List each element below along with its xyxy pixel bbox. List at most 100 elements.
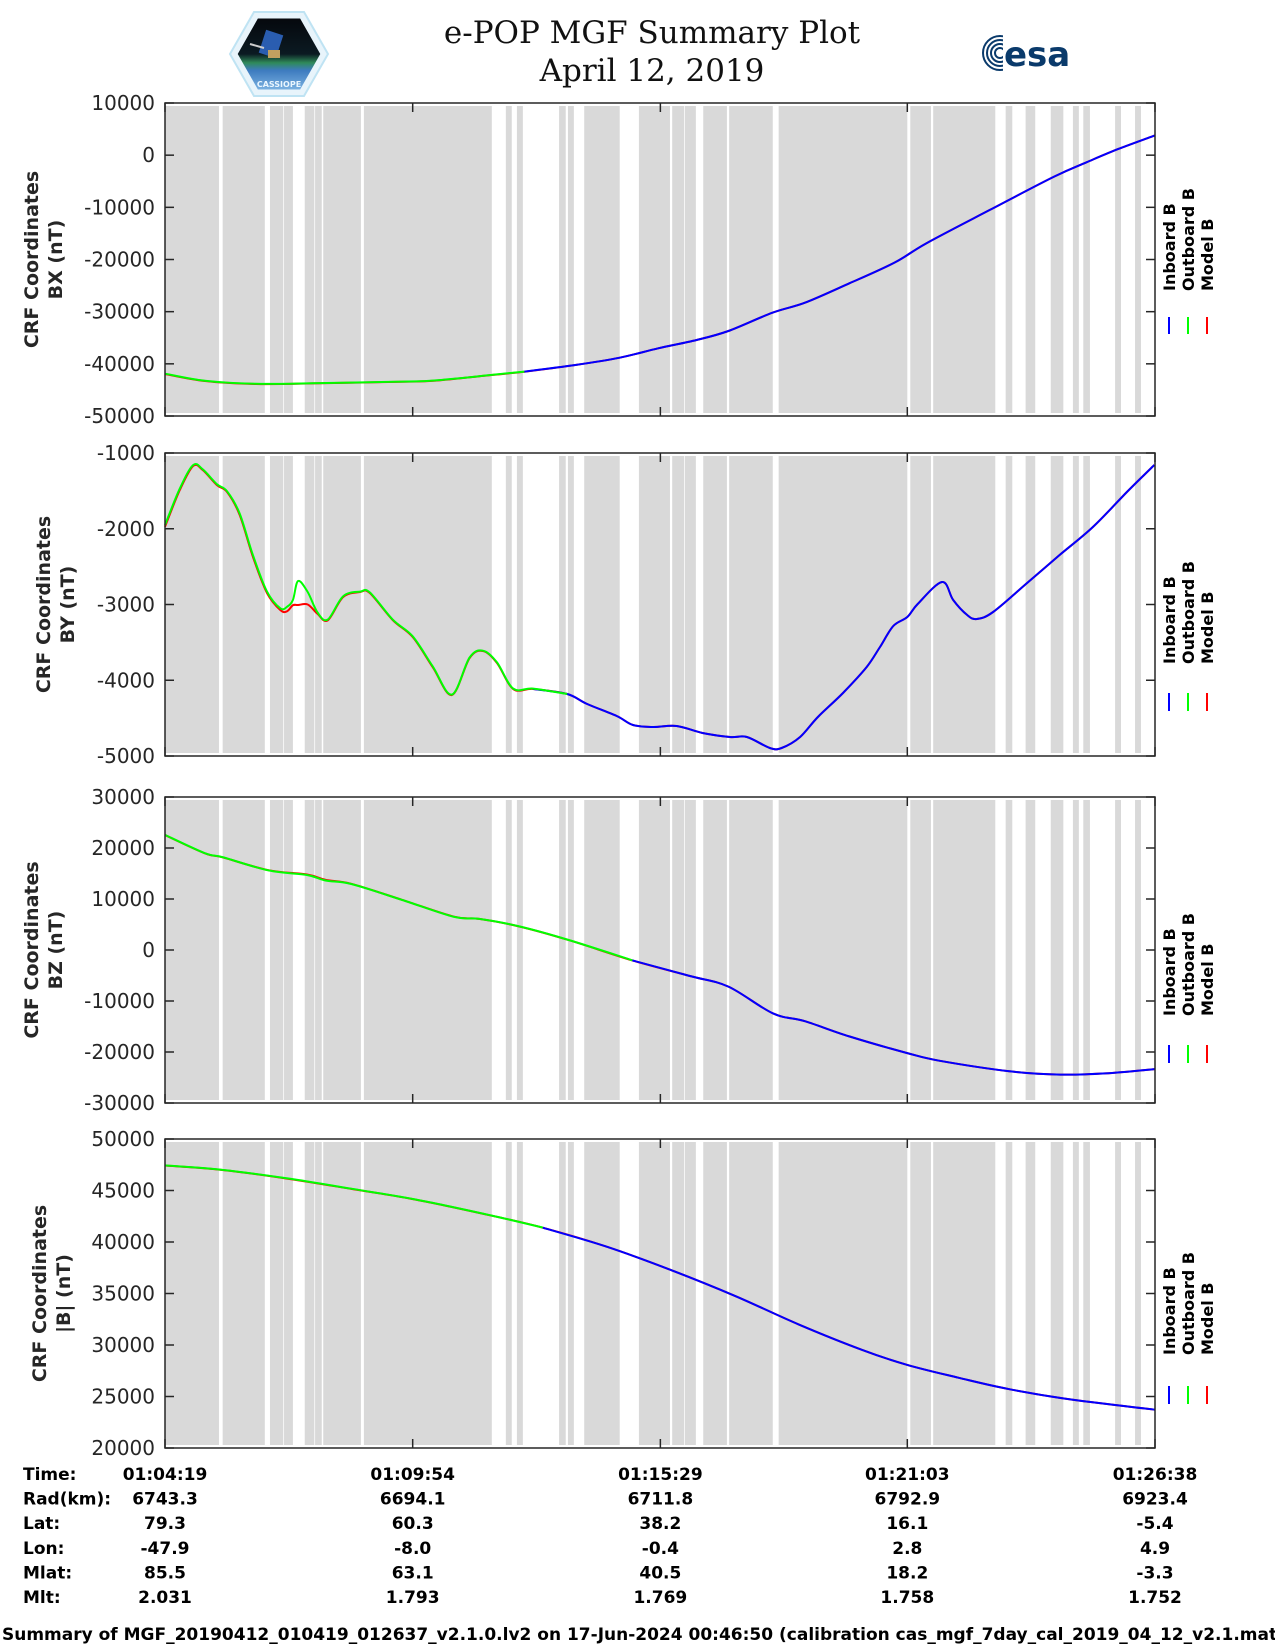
shaded-interval xyxy=(1005,106,1013,413)
footer-summary: Summary of MGF_20190412_010419_012637_v2… xyxy=(2,1625,1275,1645)
legend-label: Model B xyxy=(1198,1283,1217,1355)
panel-2: -1000 -2000 -3000 -4000 -5000 CRF Coordinates… xyxy=(33,441,1217,768)
shaded-interval xyxy=(1083,1142,1090,1445)
inboard-b-line xyxy=(533,464,1155,751)
shaded-interval xyxy=(323,1142,361,1445)
shaded-interval xyxy=(269,800,284,1100)
ephemeris-value: 1.793 xyxy=(386,1588,440,1608)
ephemeris-value: 2.8 xyxy=(892,1539,922,1559)
shaded-interval xyxy=(1025,456,1036,753)
shaded-interval xyxy=(1005,456,1013,753)
ephemeris-value: 6923.4 xyxy=(1122,1490,1188,1510)
ephemeris-value: 6694.1 xyxy=(380,1490,446,1510)
esa-logo-text: esa xyxy=(1004,35,1070,75)
ephemeris-value: 01:21:03 xyxy=(865,1465,950,1485)
y-tick-label: -10000 xyxy=(84,989,155,1013)
cassiope-logo-text: CASSIOPE xyxy=(257,80,301,89)
shaded-interval xyxy=(1083,106,1090,413)
ephemeris-value: -3.3 xyxy=(1136,1563,1173,1583)
y-axis-label: BZ (nT) xyxy=(45,911,67,990)
shaded-interval xyxy=(315,1142,322,1445)
shaded-interval xyxy=(584,106,620,413)
shaded-interval xyxy=(1025,1142,1036,1445)
shaded-interval xyxy=(1050,800,1064,1100)
shaded-interval xyxy=(567,106,574,413)
shaded-interval xyxy=(703,456,727,753)
panel-3: 30000 20000 10000 0 -10000 -20000 -30000 CRF Co… xyxy=(21,785,1217,1115)
shaded-interval xyxy=(729,1142,773,1445)
ephemeris-row: Rad(km): 6743.3 6694.1 6711.8 6792.9 6923.4 xyxy=(23,1490,1188,1510)
legend: Inboard B Outboard B Model B xyxy=(1160,1252,1217,1404)
ephemeris-value: 79.3 xyxy=(144,1514,186,1534)
ephemeris-label: Lon: xyxy=(23,1539,64,1559)
y-tick-label: 50000 xyxy=(91,1127,155,1151)
ephemeris-label: Mlt: xyxy=(23,1588,61,1608)
outboard-b-line xyxy=(164,1164,544,1229)
shaded-interval xyxy=(778,106,908,413)
ephemeris-value: -0.4 xyxy=(642,1539,679,1559)
ephemeris-label: Rad(km): xyxy=(23,1490,111,1510)
shaded-interval xyxy=(703,106,727,413)
shaded-interval xyxy=(315,800,322,1100)
legend-label: Inboard B xyxy=(1160,203,1179,291)
ephemeris-value: -5.4 xyxy=(1136,1514,1173,1534)
shaded-interval xyxy=(1135,1142,1141,1445)
shaded-interval xyxy=(304,1142,315,1445)
ephemeris-label: Mlat: xyxy=(23,1563,72,1583)
shaded-interval xyxy=(505,1142,512,1445)
ephemeris-value: 1.758 xyxy=(880,1588,934,1608)
y-tick-label: -20000 xyxy=(84,1040,155,1064)
ephemeris-value: 01:15:29 xyxy=(618,1465,703,1485)
legend-label: Model B xyxy=(1198,592,1217,664)
shaded-interval xyxy=(505,800,512,1100)
ephemeris-value: 01:26:38 xyxy=(1113,1465,1198,1485)
y-tick-label: 0 xyxy=(142,143,155,167)
legend-label: Inboard B xyxy=(1160,928,1179,1016)
shaded-intervals xyxy=(165,1142,1141,1445)
shaded-interval xyxy=(910,1142,931,1445)
shaded-interval xyxy=(778,800,908,1100)
panel-4: 50000 45000 40000 35000 30000 25000 20000 CRF C… xyxy=(29,1127,1217,1460)
shaded-interval xyxy=(933,106,996,413)
y-tick-label: 30000 xyxy=(91,785,155,809)
header: CASSIOPE e-POP MGF Summary Plot April 12… xyxy=(228,11,1070,97)
ephemeris-row: Lon: -47.9 -8.0 -0.4 2.8 4.9 xyxy=(23,1539,1170,1559)
y-axis-label: CRF Coordinates xyxy=(21,171,43,348)
plot-panels: 100000-10000-20000-30000-40000-50000CRF … xyxy=(21,91,1217,1460)
shaded-interval xyxy=(1135,106,1141,413)
shaded-interval xyxy=(516,800,523,1100)
shaded-interval xyxy=(567,1142,574,1445)
shaded-interval xyxy=(1072,456,1079,753)
shaded-interval xyxy=(363,1142,492,1445)
shaded-interval xyxy=(684,456,696,753)
shaded-intervals xyxy=(165,106,1141,413)
shaded-interval xyxy=(1083,456,1090,753)
y-tick-label: 35000 xyxy=(91,1282,155,1306)
y-tick-label: 30000 xyxy=(91,1333,155,1357)
ephemeris-value: 16.1 xyxy=(886,1514,928,1534)
shaded-interval xyxy=(222,106,265,413)
legend-label: Outboard B xyxy=(1179,1252,1198,1355)
ephemeris-value: 4.9 xyxy=(1140,1539,1170,1559)
shaded-interval xyxy=(363,456,492,753)
y-axis-label: CRF Coordinates xyxy=(33,516,55,693)
shaded-interval xyxy=(910,456,931,753)
shaded-interval xyxy=(910,106,931,413)
shaded-interval xyxy=(269,1142,284,1445)
legend: Inboard B Outboard B Model B xyxy=(1160,188,1217,334)
shaded-interval xyxy=(684,800,696,1100)
shaded-interval xyxy=(559,800,566,1100)
shaded-interval xyxy=(1025,106,1036,413)
shaded-interval xyxy=(684,106,696,413)
inboard-b-line xyxy=(524,134,1156,373)
shaded-interval xyxy=(315,106,322,413)
ephemeris-value: 1.752 xyxy=(1128,1588,1182,1608)
ephemeris-value: 6711.8 xyxy=(628,1490,694,1510)
shaded-interval xyxy=(505,106,512,413)
legend-label: Outboard B xyxy=(1179,561,1198,664)
shaded-interval xyxy=(1135,456,1141,753)
shaded-interval xyxy=(1115,800,1121,1100)
esa-logo: esa xyxy=(982,34,1070,75)
inboard-b-line xyxy=(542,1226,1156,1411)
